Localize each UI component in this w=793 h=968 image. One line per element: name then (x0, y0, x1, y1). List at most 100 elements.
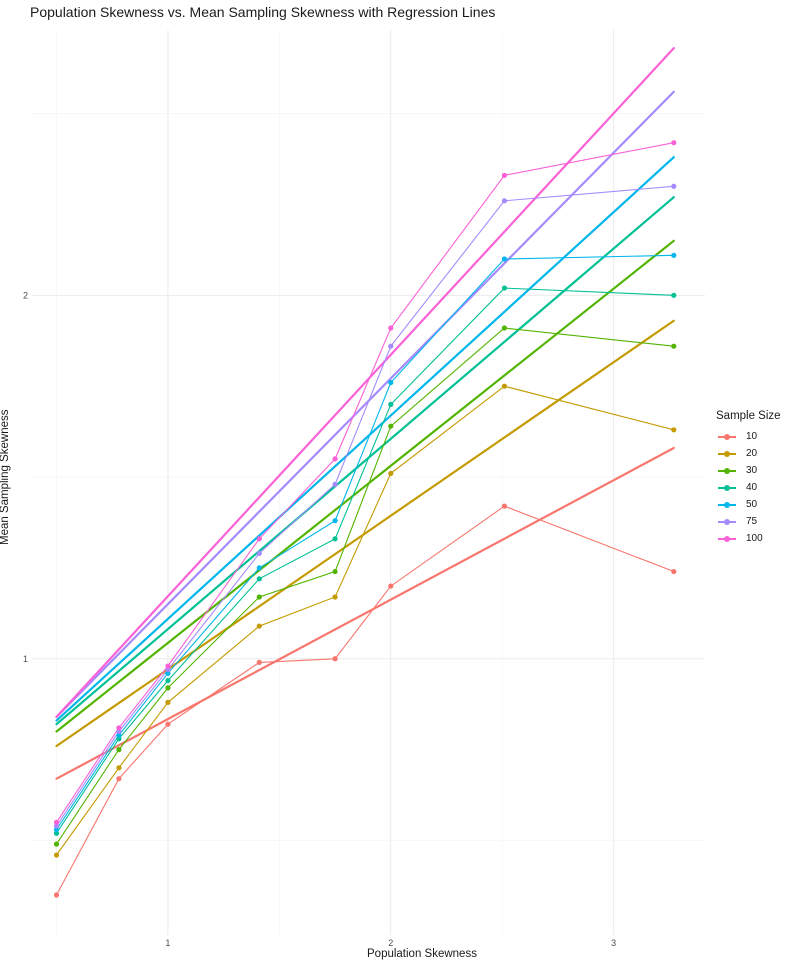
data-point-30 (332, 568, 338, 575)
data-point-40 (388, 401, 394, 407)
legend-item-50: 50 (716, 496, 781, 513)
legend-key-100 (716, 533, 738, 545)
data-point-40 (332, 536, 338, 542)
regression-line-100 (55, 47, 675, 719)
legend-label-75: 75 (746, 516, 758, 527)
data-point-100 (501, 172, 508, 178)
x-tick-label: 3 (611, 938, 616, 948)
regression-line-50 (55, 156, 675, 722)
data-point-10 (501, 503, 508, 509)
data-point-30 (671, 343, 677, 349)
data-point-50 (116, 732, 122, 738)
data-point-30 (116, 747, 122, 753)
regression-line-20 (55, 319, 675, 748)
data-point-50 (53, 826, 60, 833)
legend-item-100: 100 (716, 530, 781, 547)
regression-line-10 (55, 446, 675, 780)
gridlines (32, 30, 705, 935)
data-point-75 (501, 198, 508, 204)
legend-key-10 (716, 431, 738, 443)
series-line-100 (56, 142, 674, 823)
data-point-20 (116, 765, 122, 771)
legend-key-point (724, 484, 730, 491)
data-point-10 (332, 656, 338, 662)
data-point-75 (256, 550, 262, 556)
legend-label-20: 20 (746, 448, 758, 459)
legend-label-40: 40 (746, 482, 758, 493)
data-point-75 (116, 728, 122, 735)
observed-lines (56, 142, 674, 896)
data-point-30 (53, 841, 60, 847)
data-point-100 (53, 819, 60, 825)
y-tick-label: 2 (23, 290, 28, 300)
legend-label-10: 10 (746, 431, 758, 442)
data-point-20 (501, 383, 508, 389)
legend-label-30: 30 (746, 465, 758, 476)
data-point-10 (388, 583, 394, 589)
series-line-40 (56, 287, 674, 834)
legend-item-20: 20 (716, 445, 781, 462)
legend-key-point (724, 433, 730, 440)
data-point-30 (388, 423, 394, 429)
data-point-10 (256, 659, 262, 666)
data-point-30 (165, 685, 171, 691)
series-line-50 (56, 254, 674, 830)
data-point-75 (332, 481, 338, 487)
legend-item-30: 30 (716, 462, 781, 479)
legend-item-75: 75 (716, 513, 781, 530)
series-line-20 (56, 385, 674, 856)
legend-items: 10 20 30 40 50 75 100 (716, 428, 781, 547)
data-point-30 (501, 325, 508, 331)
data-point-40 (501, 285, 508, 291)
data-point-75 (53, 823, 60, 829)
data-point-20 (256, 623, 262, 629)
regression-line-40 (55, 196, 675, 726)
data-point-100 (256, 536, 262, 542)
data-point-20 (388, 470, 394, 477)
data-point-10 (671, 568, 677, 575)
data-point-10 (53, 892, 60, 898)
legend-key-point (724, 467, 730, 474)
regression-lines (55, 47, 675, 780)
data-point-100 (165, 663, 171, 669)
y-axis-label: Mean Sampling Skewness (0, 409, 11, 545)
data-point-40 (256, 576, 262, 582)
data-point-50 (671, 252, 677, 258)
data-point-40 (53, 830, 60, 836)
legend-key-20 (716, 448, 738, 460)
x-tick-label: 1 (165, 938, 170, 948)
data-point-100 (332, 456, 338, 462)
legend-key-point (724, 535, 730, 542)
legend-key-40 (716, 482, 738, 494)
data-point-40 (165, 677, 171, 684)
legend-key-point (724, 450, 730, 457)
data-point-50 (388, 379, 394, 386)
data-point-50 (256, 565, 262, 571)
legend-key-75 (716, 516, 738, 528)
data-point-100 (388, 325, 394, 331)
data-point-20 (671, 427, 677, 433)
x-tick-label: 2 (388, 938, 393, 948)
legend-key-30 (716, 465, 738, 477)
legend-label-100: 100 (746, 533, 763, 544)
data-point-20 (53, 852, 60, 858)
data-point-50 (501, 256, 508, 262)
legend-item-40: 40 (716, 479, 781, 496)
y-tick-label: 1 (23, 654, 28, 664)
regression-line-75 (55, 90, 675, 719)
legend: Sample Size 10 20 30 40 50 75 100 (716, 410, 781, 547)
data-point-20 (332, 594, 338, 600)
legend-label-50: 50 (746, 499, 758, 510)
series-line-75 (56, 185, 674, 827)
series-line-10 (56, 505, 674, 896)
data-point-100 (116, 725, 122, 731)
chart-title: Population Skewness vs. Mean Sampling Sk… (30, 4, 496, 20)
data-points (53, 140, 677, 898)
data-point-30 (256, 594, 262, 600)
data-point-75 (165, 667, 171, 673)
data-point-10 (165, 721, 171, 727)
x-axis-label: Population Skewness (367, 948, 477, 960)
regression-line-30 (55, 239, 675, 733)
data-point-50 (165, 670, 171, 676)
